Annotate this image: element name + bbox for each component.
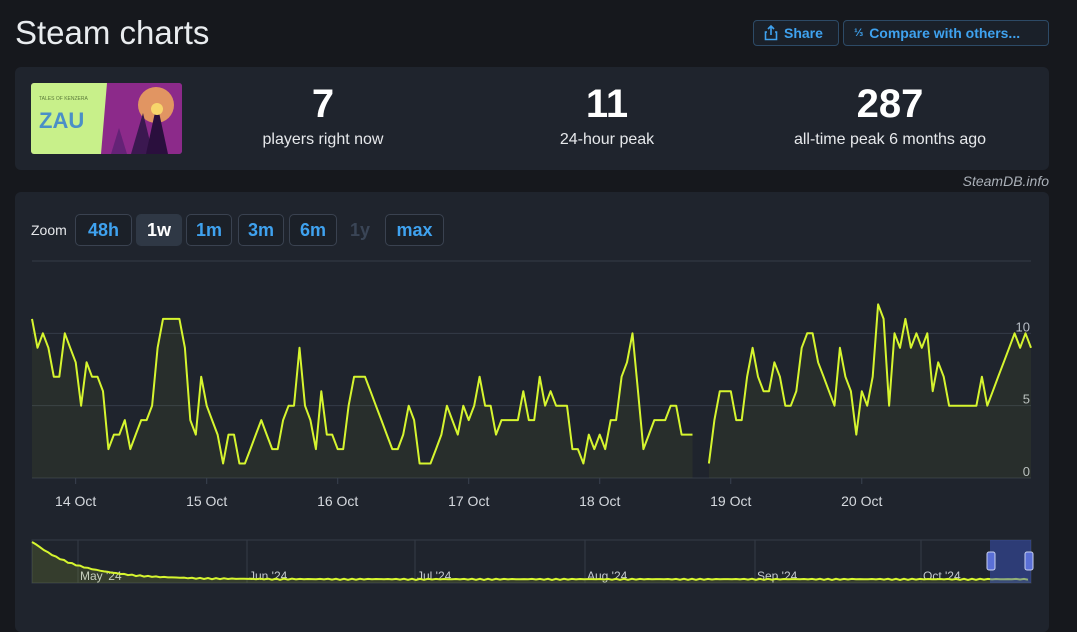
stat-24h-peak-label: 24-hour peak: [559, 131, 655, 148]
page-title: Steam charts: [15, 14, 210, 51]
stat-all-time-peak-value: 287: [856, 82, 924, 126]
game-thumbnail[interactable]: TALES OF KENZERA ZAU: [31, 83, 182, 154]
share-button[interactable]: Share: [753, 20, 839, 46]
zoom-1w-button[interactable]: 1w: [136, 214, 182, 246]
stat-all-time-peak: 287 all-time peak 6 months ago: [770, 81, 1010, 149]
svg-text:ZAU: ZAU: [39, 108, 84, 133]
stat-24h-peak-value: 11: [585, 82, 629, 126]
share-icon: [764, 25, 778, 41]
stats-panel: TALES OF KENZERA ZAU 7 players right now…: [15, 67, 1049, 170]
steamdb-credit[interactable]: SteamDB.info: [962, 173, 1049, 189]
chart-panel: [15, 192, 1049, 632]
zoom-max-button[interactable]: max: [385, 214, 444, 246]
zoom-label: Zoom: [31, 222, 67, 238]
compare-button[interactable]: ⅓ Compare with others...: [843, 20, 1049, 46]
stat-24h-peak: 11 24-hour peak: [542, 81, 672, 149]
zoom-1y-button: 1y: [349, 219, 371, 240]
compare-label: Compare with others...: [869, 25, 1021, 41]
stat-current-value: 7: [311, 82, 335, 126]
stat-current: 7 players right now: [258, 81, 388, 149]
share-label: Share: [784, 25, 823, 41]
fraction-icon: ⅓: [854, 26, 864, 39]
zoom-6m-button[interactable]: 6m: [289, 214, 337, 246]
zoom-48h-button[interactable]: 48h: [75, 214, 132, 246]
zoom-3m-button[interactable]: 3m: [238, 214, 284, 246]
stat-current-label: players right now: [262, 131, 384, 148]
svg-text:TALES OF KENZERA: TALES OF KENZERA: [39, 96, 88, 102]
zoom-1m-button[interactable]: 1m: [186, 214, 232, 246]
stat-all-time-peak-label: all-time peak 6 months ago: [793, 131, 987, 148]
